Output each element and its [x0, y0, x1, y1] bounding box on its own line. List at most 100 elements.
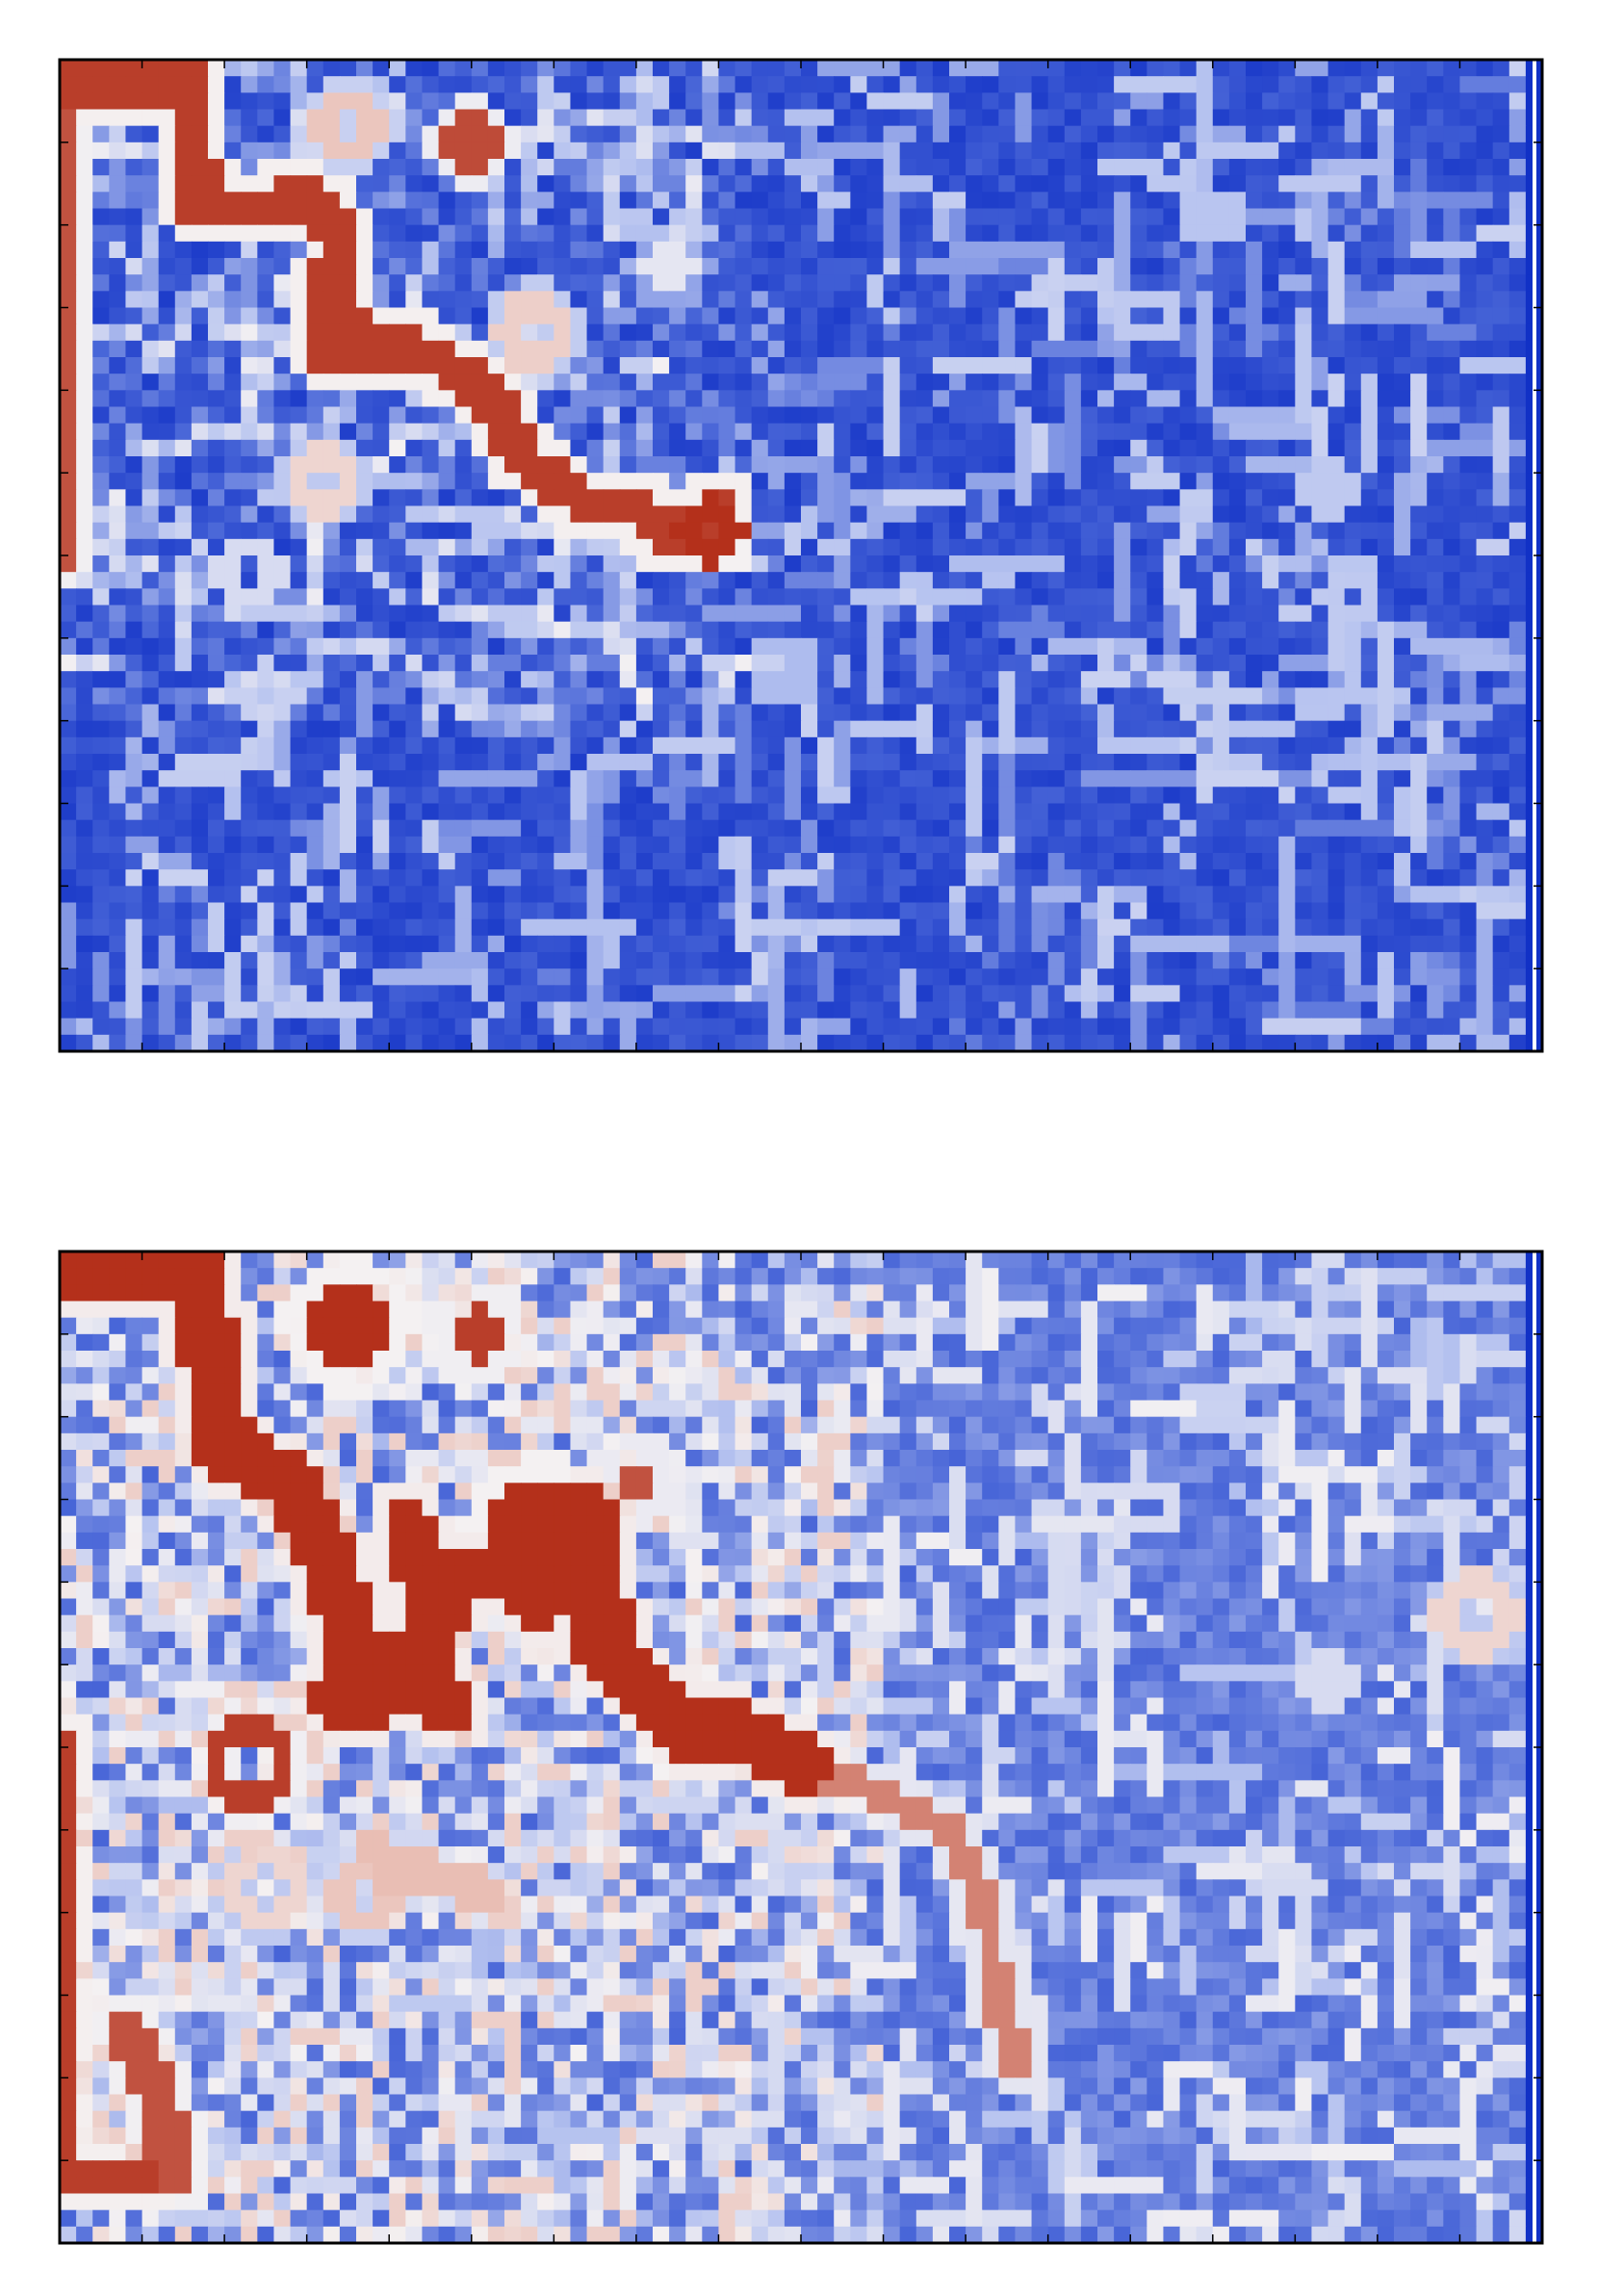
heatmap-cell [76, 572, 93, 589]
heatmap-cell [619, 258, 637, 275]
heatmap-cell [982, 754, 999, 771]
heatmap-cell [306, 456, 324, 474]
heatmap-cell [998, 819, 1017, 838]
heatmap-cell [883, 175, 901, 193]
heatmap-cell [241, 572, 258, 589]
heatmap-cell [471, 258, 489, 275]
heatmap-cell [208, 142, 225, 160]
heatmap-cell [1295, 291, 1313, 309]
heatmap-cell [702, 952, 720, 969]
heatmap-cell [653, 655, 670, 672]
heatmap-cell [125, 704, 143, 722]
heatmap-cell [92, 736, 110, 755]
heatmap-cell [142, 208, 160, 226]
heatmap-cell [619, 572, 637, 589]
heatmap-cell [915, 621, 934, 639]
heatmap-cell [290, 258, 308, 275]
heatmap-cell [784, 291, 802, 309]
heatmap-cell [1344, 754, 1362, 771]
heatmap-cell [635, 869, 654, 887]
heatmap-cell [1360, 522, 1379, 540]
heatmap-cell [191, 819, 209, 838]
heatmap-cell [1262, 886, 1279, 904]
heatmap-cell [504, 456, 522, 474]
heatmap-cell [1459, 423, 1478, 441]
heatmap-cell [586, 886, 605, 904]
heatmap-cell [834, 605, 851, 623]
heatmap-cell [1459, 720, 1478, 738]
heatmap-cell [635, 473, 654, 490]
heatmap-cell [174, 505, 193, 524]
heatmap-cell [784, 125, 802, 143]
heatmap-cell [1377, 671, 1395, 688]
heatmap-cell [422, 836, 440, 854]
heatmap-cell [998, 754, 1017, 771]
heatmap-cell [422, 704, 440, 722]
heatmap-cell [273, 439, 292, 457]
heatmap-cell [784, 473, 802, 490]
heatmap-cell [866, 621, 885, 639]
heatmap-cell [1476, 192, 1494, 210]
heatmap-cell [454, 142, 473, 160]
heatmap-cell [1228, 687, 1247, 706]
heatmap-cell [850, 819, 868, 838]
heatmap-cell [1476, 935, 1494, 953]
heatmap-cell [1147, 754, 1165, 771]
heatmap-cell [422, 456, 440, 474]
heatmap-cell [850, 423, 868, 441]
heatmap-cell [356, 555, 374, 573]
heatmap-cell [735, 853, 753, 870]
heatmap-cell [92, 258, 110, 275]
heatmap-cell [1278, 522, 1296, 540]
heatmap-cell [1459, 572, 1478, 589]
heatmap-cell [1508, 754, 1527, 771]
heatmap-cell [389, 655, 406, 672]
heatmap-cell [751, 357, 769, 374]
heatmap-cell [1047, 605, 1066, 623]
heatmap-cell [653, 621, 670, 639]
heatmap-cell [850, 836, 868, 854]
heatmap-cell [174, 621, 193, 639]
heatmap-cell [1492, 555, 1510, 573]
heatmap-cell [1179, 803, 1198, 821]
heatmap-cell [932, 192, 950, 210]
heatmap-cell [191, 224, 209, 243]
heatmap-cell [471, 307, 489, 325]
heatmap-cell [1262, 159, 1279, 176]
heatmap-cell [735, 340, 753, 358]
heatmap-cell [322, 241, 341, 259]
heatmap-cell [1163, 655, 1181, 672]
heatmap-cell [635, 886, 654, 904]
heatmap-cell [1179, 76, 1198, 93]
heatmap-cell [1147, 704, 1165, 722]
heatmap-cell [932, 291, 950, 309]
heatmap-cell [669, 439, 686, 457]
heatmap-cell [1295, 803, 1313, 821]
heatmap-cell [521, 902, 538, 920]
heatmap-cell [257, 538, 275, 556]
heatmap-cell [92, 671, 110, 688]
heatmap-cell [109, 423, 127, 441]
heatmap-cell [438, 605, 456, 623]
heatmap-cell [471, 704, 489, 722]
heatmap-cell [290, 142, 308, 160]
heatmap-cell [586, 142, 605, 160]
heatmap-cell [1114, 522, 1131, 540]
heatmap-cell [1246, 588, 1263, 606]
heatmap-cell [767, 142, 786, 160]
heatmap-cell [174, 671, 193, 688]
heatmap-cell [158, 522, 176, 540]
heatmap-cell [109, 175, 127, 193]
heatmap-cell [1114, 770, 1131, 787]
heatmap-cell [1179, 307, 1198, 325]
heatmap-cell [60, 76, 77, 93]
heatmap-cell [405, 357, 424, 374]
heatmap-cell [1147, 390, 1165, 408]
heatmap-cell [290, 224, 308, 243]
heatmap-cell [1459, 886, 1478, 904]
heatmap-cell [718, 704, 736, 722]
heatmap-cell [1476, 142, 1494, 160]
heatmap-cell [751, 902, 769, 920]
heatmap-cell [1114, 60, 1131, 77]
heatmap-cell [1130, 902, 1147, 920]
